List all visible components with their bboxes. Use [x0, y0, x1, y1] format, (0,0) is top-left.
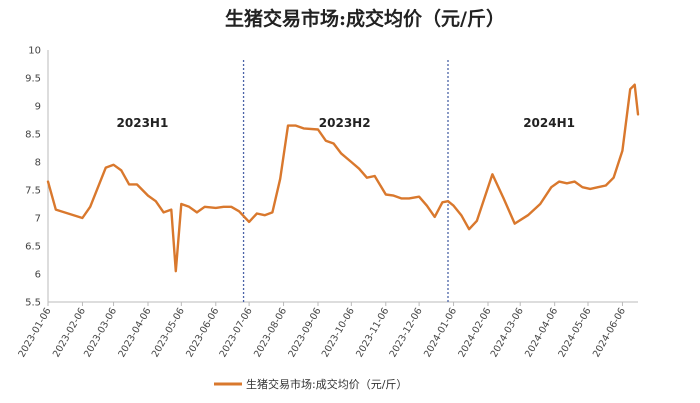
- y-tick-label: 7.5: [25, 186, 41, 197]
- y-tick-label: 10: [28, 46, 41, 57]
- x-tick-label: 2023-05-06: [150, 306, 187, 359]
- x-tick-label: 2024-06-06: [591, 306, 628, 359]
- x-tick-label: 2023-08-06: [252, 306, 289, 359]
- y-tick-label: 6.5: [25, 242, 41, 253]
- y-tick-label: 6: [35, 270, 41, 281]
- x-tick-label: 2023-04-06: [116, 306, 153, 359]
- half-year-dividers: [242, 60, 449, 302]
- y-tick-label: 8: [35, 158, 41, 169]
- y-tick-label: 7: [35, 214, 41, 225]
- x-tick-label: 2023-01-06: [16, 306, 53, 359]
- y-axis-ticks: 5.5 6 6.5 7 7.5 8 8.5 9 9.5 10: [25, 46, 41, 309]
- x-tick-label: 2024-02-06: [456, 306, 493, 359]
- series-line: [46, 83, 640, 273]
- chart-title: 生猪交易市场:成交均价（元/斤）: [225, 7, 505, 30]
- period-label: 2024H1: [523, 116, 575, 130]
- x-tick-label: 2023-12-06: [388, 306, 425, 359]
- x-tick-label: 2024-03-06: [489, 306, 526, 359]
- y-tick-label: 9: [35, 102, 41, 113]
- period-label: 2023H2: [319, 116, 371, 130]
- x-tick-label: 2024-05-06: [556, 306, 593, 359]
- x-axis-ticks: 2023-01-062023-02-062023-03-062023-04-06…: [16, 302, 628, 359]
- y-tick-label: 5.5: [25, 298, 41, 309]
- period-annotations: 2023H1 2023H2 2024H1: [117, 116, 575, 130]
- y-tick-label: 9.5: [25, 74, 41, 85]
- x-tick-label: 2023-07-06: [218, 306, 255, 359]
- y-tick-label: 8.5: [25, 130, 41, 141]
- legend-label: 生猪交易市场:成交均价（元/斤）: [246, 377, 407, 391]
- x-tick-label: 2023-10-06: [320, 306, 357, 359]
- legend: 生猪交易市场:成交均价（元/斤）: [214, 377, 407, 391]
- plot-area: 5.5 6 6.5 7 7.5 8 8.5 9 9.5 10 2023-01-062023-02-…: [16, 46, 640, 359]
- x-tick-label: 2023-11-06: [354, 306, 391, 359]
- x-tick-label: 2023-09-06: [286, 306, 323, 359]
- x-tick-label: 2024-04-06: [523, 306, 560, 359]
- x-tick-label: 2023-06-06: [184, 306, 221, 359]
- x-tick-label: 2024-01-06: [422, 306, 459, 359]
- period-label: 2023H1: [117, 116, 169, 130]
- x-tick-label: 2023-03-06: [82, 306, 119, 359]
